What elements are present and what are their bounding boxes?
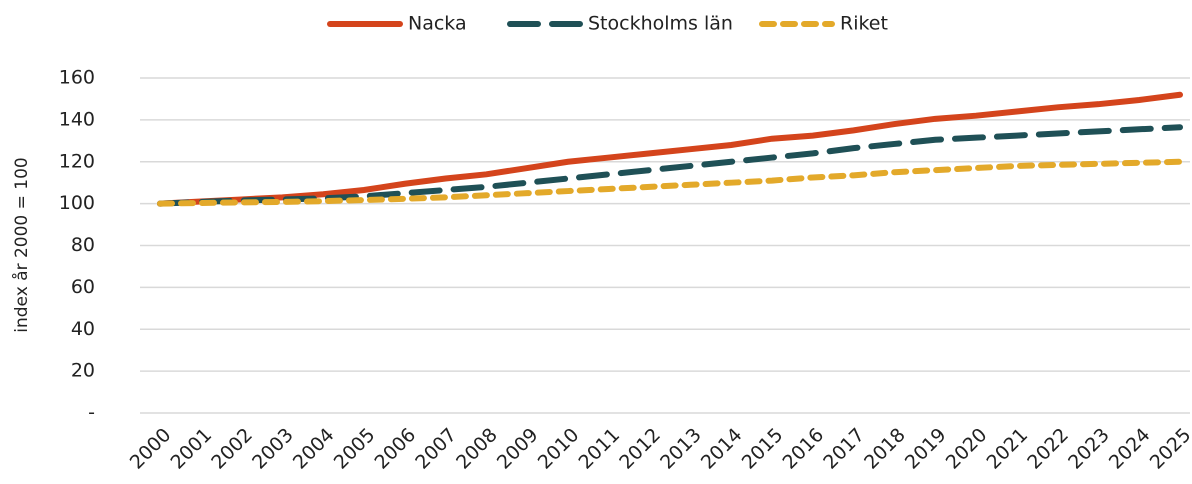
y-tick-label: 160	[59, 67, 95, 89]
x-tick-label: 2000	[126, 424, 176, 474]
x-tick-label: 2014	[697, 424, 747, 474]
y-tick-label: 60	[71, 276, 95, 298]
y-axis-label: index år 2000 = 100	[11, 157, 32, 333]
legend-label: Nacka	[408, 13, 467, 35]
legend-label: Stockholms län	[588, 13, 733, 35]
x-tick-label: 2016	[778, 424, 828, 474]
x-tick-label: 2020	[942, 424, 992, 474]
x-tick-label: 2015	[738, 424, 788, 474]
x-tick-label: 2001	[166, 424, 216, 474]
legend-label: Riket	[840, 13, 888, 35]
x-tick-label: 2006	[370, 424, 420, 474]
y-tick-label: 40	[71, 318, 95, 340]
series-line	[157, 91, 1183, 207]
x-tick-label: 2002	[207, 424, 257, 474]
x-tick-label: 2025	[1146, 424, 1192, 474]
x-tick-label: 2019	[901, 424, 951, 474]
x-tick-label: 2007	[411, 424, 461, 474]
x-tick-label: 2005	[330, 424, 380, 474]
y-tick-label: 100	[59, 192, 95, 214]
x-tick-label: 2022	[1023, 424, 1073, 474]
y-tick-label: 20	[71, 360, 95, 382]
y-tick-label: 80	[71, 234, 95, 256]
x-tick-label: 2017	[819, 424, 869, 474]
x-tick-label: 2012	[615, 424, 665, 474]
y-tick-label: 140	[59, 108, 95, 130]
x-tick-label: 2023	[1064, 424, 1114, 474]
x-tick-label: 2009	[493, 424, 543, 474]
x-tick-label: 2008	[452, 424, 502, 474]
x-tick-label: 2010	[534, 424, 584, 474]
y-tick-label: -	[88, 402, 95, 424]
x-tick-label: 2013	[656, 424, 706, 474]
series-line	[157, 158, 1183, 207]
x-tick-label: 2018	[860, 424, 910, 474]
x-tick-label: 2021	[982, 424, 1032, 474]
y-tick-label: 120	[59, 150, 95, 172]
x-tick-label: 2003	[248, 424, 298, 474]
x-tick-label: 2024	[1105, 424, 1155, 474]
x-tick-label: 2011	[574, 424, 624, 474]
x-tick-label: 2004	[289, 424, 339, 474]
